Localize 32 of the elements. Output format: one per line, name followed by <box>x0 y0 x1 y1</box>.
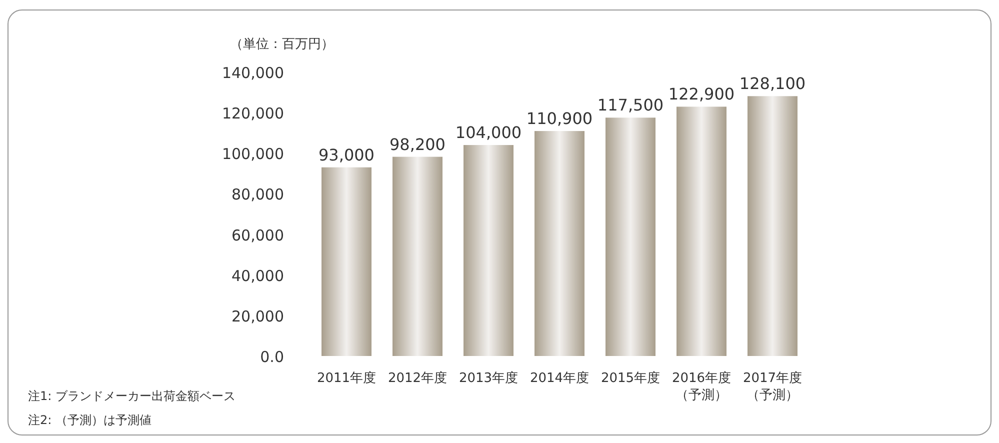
x-tick-label: 2013年度 <box>458 370 520 387</box>
data-label: 122,900 <box>668 84 735 104</box>
text: 注2: （予測）は予測値 <box>28 413 152 427</box>
data-label: 117,500 <box>597 96 664 115</box>
bar <box>464 145 514 356</box>
y-tick-label: 0.0 <box>260 348 284 366</box>
bar <box>392 156 442 356</box>
x-tick-label: 2011年度 <box>316 370 378 387</box>
bar <box>534 131 584 356</box>
y-tick-label: 140,000 <box>222 64 284 82</box>
x-tick-label: 2016年度（予測） <box>670 370 732 404</box>
data-label: 104,000 <box>455 123 522 142</box>
bar <box>748 96 798 356</box>
y-tick-label: 80,000 <box>232 186 284 204</box>
y-tick-label: 40,000 <box>232 266 284 285</box>
y-tick-label: 20,000 <box>232 307 284 326</box>
x-tick-label: 2015年度 <box>600 370 662 387</box>
y-axis-title: （単位：百万円） <box>230 37 334 52</box>
data-label: 110,900 <box>526 109 593 128</box>
bar <box>676 106 726 356</box>
x-tick-label: 2012年度 <box>386 370 448 387</box>
bar <box>606 118 656 356</box>
text: 注1: ブランドメーカー出荷金額ベース <box>28 389 236 403</box>
x-tick-label: 2014年度 <box>528 370 590 387</box>
bar <box>322 167 372 356</box>
y-tick-label: 60,000 <box>232 226 284 244</box>
x-tick-label: 2017年度（予測） <box>742 370 804 404</box>
y-tick-label: 120,000 <box>222 104 284 123</box>
data-label: 93,000 <box>318 145 374 164</box>
y-tick-label: 100,000 <box>222 145 284 164</box>
data-label: 98,200 <box>390 134 446 154</box>
data-label: 128,100 <box>739 74 806 94</box>
